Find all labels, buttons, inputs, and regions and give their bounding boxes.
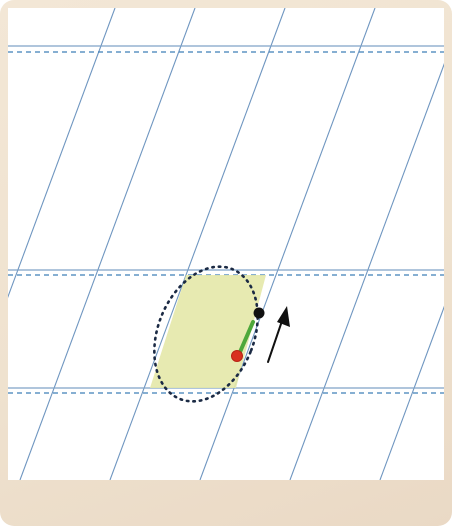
- slant-guide-lines: [8, 8, 444, 480]
- stroke-start-dot: [253, 307, 265, 319]
- slant-guide-line: [109, 8, 286, 480]
- stroke-end-dot: [231, 350, 243, 362]
- direction-arrow-icon: [267, 306, 290, 363]
- slant-guide-line: [19, 8, 196, 480]
- slant-guide-line: [8, 8, 116, 480]
- practice-paper: [8, 8, 444, 480]
- stroke-guide-bar: [238, 320, 255, 354]
- slant-guide-line: [379, 8, 444, 480]
- slant-guide-line: [199, 8, 376, 480]
- slant-guide-line: [289, 8, 444, 480]
- traced-letter-o: [153, 265, 259, 403]
